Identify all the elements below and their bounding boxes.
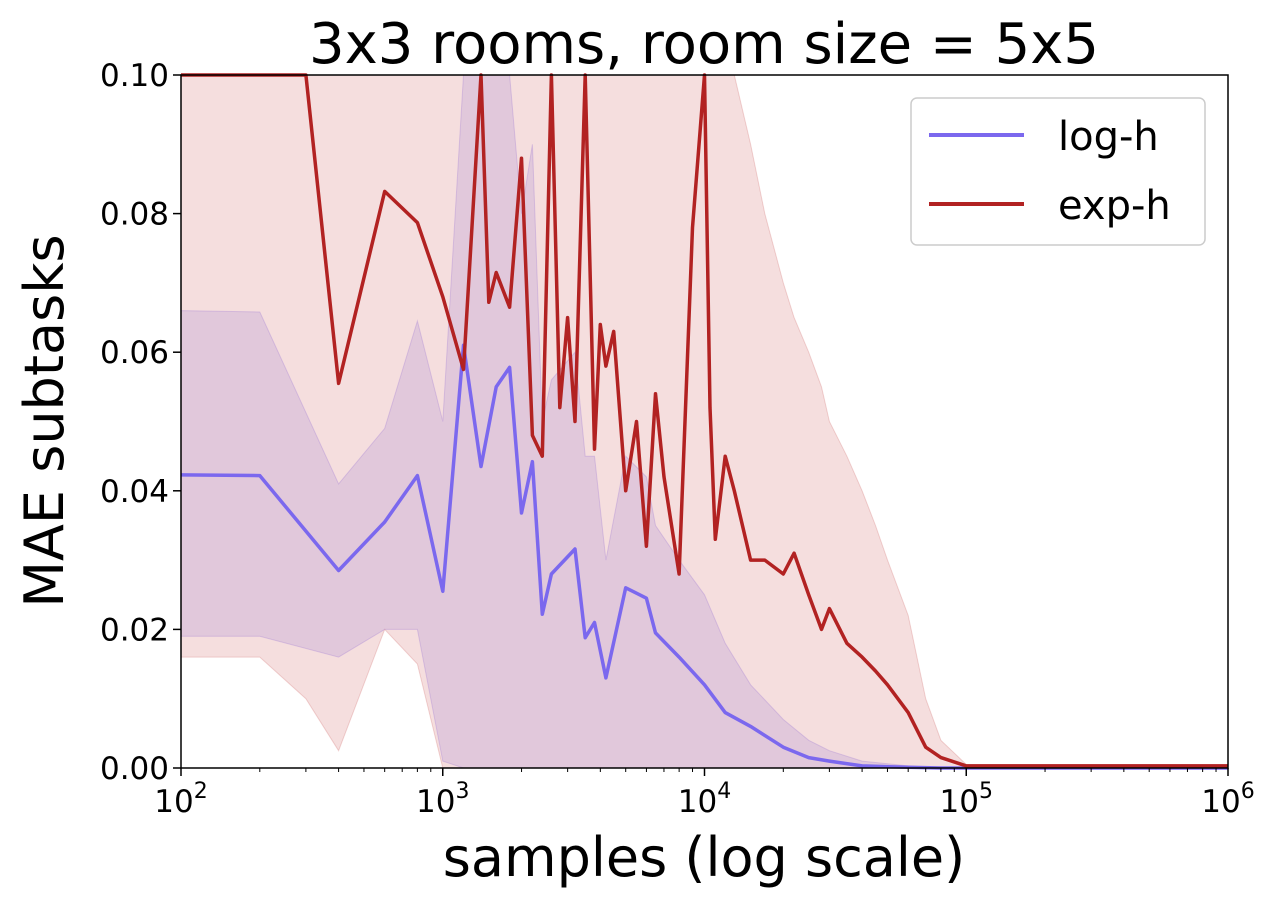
y-axis-ticks: 0.00 0.02 0.04 0.06 0.08 0.10 (100, 58, 181, 787)
x-tick-label: 103 (416, 779, 469, 820)
y-tick-label: 0.00 (100, 751, 169, 787)
x-tick-base: 10 (940, 784, 979, 820)
x-tick-exponent: 5 (979, 779, 993, 804)
y-tick-label: 0.08 (100, 197, 169, 233)
x-tick-base: 10 (678, 784, 717, 820)
x-axis-label: samples (log scale) (443, 826, 965, 889)
chart-title: 3x3 rooms, room size = 5x5 (309, 12, 1099, 77)
x-tick-label: 104 (678, 779, 731, 820)
y-tick-label: 0.04 (100, 474, 169, 510)
legend-label-log-h: log-h (1058, 114, 1159, 160)
line-exp-h (181, 73, 1228, 768)
legend-label-exp-h: exp-h (1058, 183, 1171, 229)
y-axis-label: MAE subtasks (13, 234, 76, 607)
x-tick-base: 10 (1201, 784, 1240, 820)
x-tick-exponent: 2 (194, 779, 208, 804)
x-tick-base: 10 (416, 784, 455, 820)
legend: log-h exp-h (910, 97, 1206, 246)
y-tick-label: 0.06 (100, 335, 169, 371)
y-tick-label: 0.02 (100, 612, 169, 648)
y-tick-label: 0.10 (100, 58, 169, 94)
line-log-h (180, 343, 1228, 770)
x-tick-exponent: 3 (455, 779, 469, 804)
x-tick-label: 102 (154, 779, 207, 820)
x-tick-exponent: 6 (1241, 779, 1255, 804)
x-tick-label: 105 (940, 779, 993, 820)
series-lines (180, 73, 1228, 770)
x-tick-base: 10 (154, 784, 193, 820)
x-tick-label: 106 (1201, 779, 1254, 820)
x-axis-ticks: 102 103 104 105 106 (154, 768, 1255, 820)
x-tick-exponent: 4 (717, 779, 731, 804)
